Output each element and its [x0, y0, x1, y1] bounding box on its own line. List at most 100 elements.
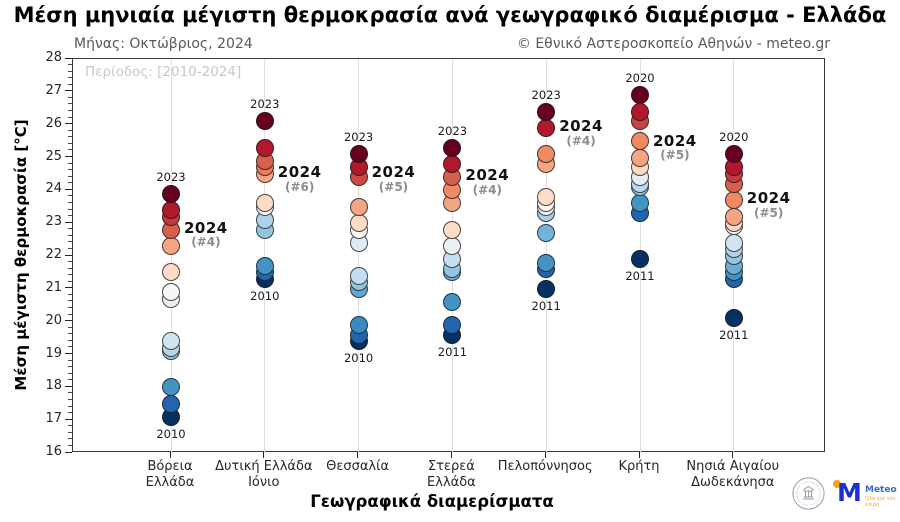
x-axis-title: Γεωγραφικά διαμερίσματα: [310, 492, 554, 511]
y-tick: [65, 451, 72, 453]
x-tick: [544, 452, 546, 458]
category-label: Πελοπόννησος: [480, 459, 610, 475]
data-point: [162, 332, 180, 351]
y-minor-tick: [68, 103, 72, 105]
data-point: [443, 220, 462, 239]
meteo-logo-tagline: Όλα για τον καιρό: [865, 496, 896, 508]
category-label-line: Βόρεια: [147, 459, 193, 474]
y-minor-tick: [68, 247, 72, 249]
y-tick: [65, 287, 72, 289]
data-point: [537, 102, 556, 121]
y-minor-tick: [68, 339, 72, 341]
y-minor-tick: [68, 142, 72, 144]
y-minor-tick: [68, 280, 72, 282]
annotation-2024-year: 2024: [653, 131, 697, 150]
y-minor-tick: [68, 392, 72, 394]
y-tick-label: 19: [45, 345, 62, 361]
y-minor-tick: [68, 438, 72, 440]
data-point: [255, 112, 274, 131]
data-point: [724, 207, 743, 226]
y-minor-tick: [68, 182, 72, 184]
y-minor-tick: [68, 77, 72, 79]
period-note: Περίοδος: [2010-2024]: [85, 64, 242, 80]
y-minor-tick: [68, 228, 72, 230]
data-point: [724, 233, 743, 252]
y-minor-tick: [68, 136, 72, 138]
annotation-2024: 2024 (#5): [746, 189, 791, 219]
y-minor-tick: [68, 261, 72, 263]
y-tick-label: 18: [45, 378, 62, 394]
y-minor-tick: [68, 359, 72, 361]
y-minor-tick: [68, 267, 72, 269]
category-label-line: Ελλάδα: [427, 474, 476, 490]
y-minor-tick: [68, 274, 72, 276]
y-tick: [65, 156, 72, 157]
annotation-2024-rank: (#6): [284, 179, 315, 194]
y-tick: [65, 418, 72, 420]
x-tick: [450, 452, 452, 458]
category-label: Κρήτη: [574, 459, 704, 475]
meteo-logo: M Meteo Όλα για τον καιρό: [832, 478, 898, 512]
y-minor-tick: [68, 64, 72, 66]
annotation-2024-rank: (#5): [660, 148, 690, 163]
meteo-logo-m: M: [837, 478, 862, 507]
category-label-line: Δωδεκάνησα: [691, 474, 775, 490]
y-tick-label: 24: [45, 181, 62, 197]
y-tick: [65, 254, 72, 256]
data-point: [162, 184, 180, 203]
month-subtitle: Μήνας: Οκτώβριος, 2024: [74, 36, 253, 52]
y-tick: [65, 188, 72, 190]
category-label: Νησιά Αιγαίου Δωδεκάνησα: [668, 459, 798, 490]
y-minor-tick: [68, 208, 72, 210]
annotation-2024-year: 2024: [746, 189, 791, 208]
annotation-2024-rank: (#4): [191, 235, 221, 250]
gridline: [170, 59, 172, 453]
category-label-line: Νησιά Αιγαίου: [686, 459, 780, 474]
y-tick-label: 17: [45, 411, 62, 427]
y-minor-tick: [68, 149, 72, 151]
category-label: Δυτική Ελλάδα Ιόνιο: [199, 459, 329, 490]
x-tick: [357, 452, 359, 458]
y-tick-label: 26: [45, 115, 62, 131]
y-minor-tick: [68, 326, 72, 328]
category-label-line: Θεσσαλία: [326, 459, 390, 474]
y-tick: [65, 57, 72, 59]
annotation-2024-year: 2024: [465, 166, 510, 185]
y-minor-tick: [68, 333, 72, 335]
category-label: Θεσσαλία: [293, 459, 423, 475]
y-minor-tick: [68, 169, 72, 171]
page-title: Μέση μηνιαία μέγιστη θερμοκρασία ανά γεω…: [13, 3, 887, 27]
y-axis-title: Μέση μέγιστη θερμοκρασία [°C]: [12, 119, 30, 391]
data-point: [537, 145, 556, 164]
y-minor-tick: [68, 412, 72, 414]
data-point: [631, 102, 649, 121]
data-point: [255, 256, 274, 275]
y-minor-tick: [68, 162, 72, 164]
x-tick: [169, 452, 171, 458]
y-tick-label: 28: [45, 50, 62, 65]
data-point: [255, 138, 274, 157]
y-tick: [65, 385, 72, 387]
data-point: [537, 253, 556, 272]
meteo-logo-dot: [833, 480, 841, 488]
y-tick: [65, 353, 72, 354]
y-minor-tick: [68, 307, 72, 309]
annotation-2024-rank: (#5): [378, 179, 409, 194]
observatory-seal-logo: [792, 477, 825, 510]
y-minor-tick: [68, 234, 72, 236]
data-point: [537, 187, 556, 206]
data-point: [162, 263, 180, 282]
y-tick: [65, 123, 72, 125]
y-tick: [65, 221, 72, 223]
data-point: [537, 279, 556, 298]
data-point: [349, 214, 368, 233]
y-tick-label: 22: [45, 247, 62, 262]
data-point: [724, 309, 743, 328]
data-point: [162, 201, 180, 220]
y-minor-tick: [68, 346, 72, 348]
annotation-2024-year: 2024: [371, 162, 416, 181]
data-point: [443, 315, 462, 334]
annotation-2024-rank: (#4): [472, 182, 502, 197]
category-label: Βόρεια Ελλάδα: [105, 459, 235, 490]
source-credit: © Εθνικό Αστεροσκοπείο Αθηνών - meteo.gr: [516, 36, 830, 52]
